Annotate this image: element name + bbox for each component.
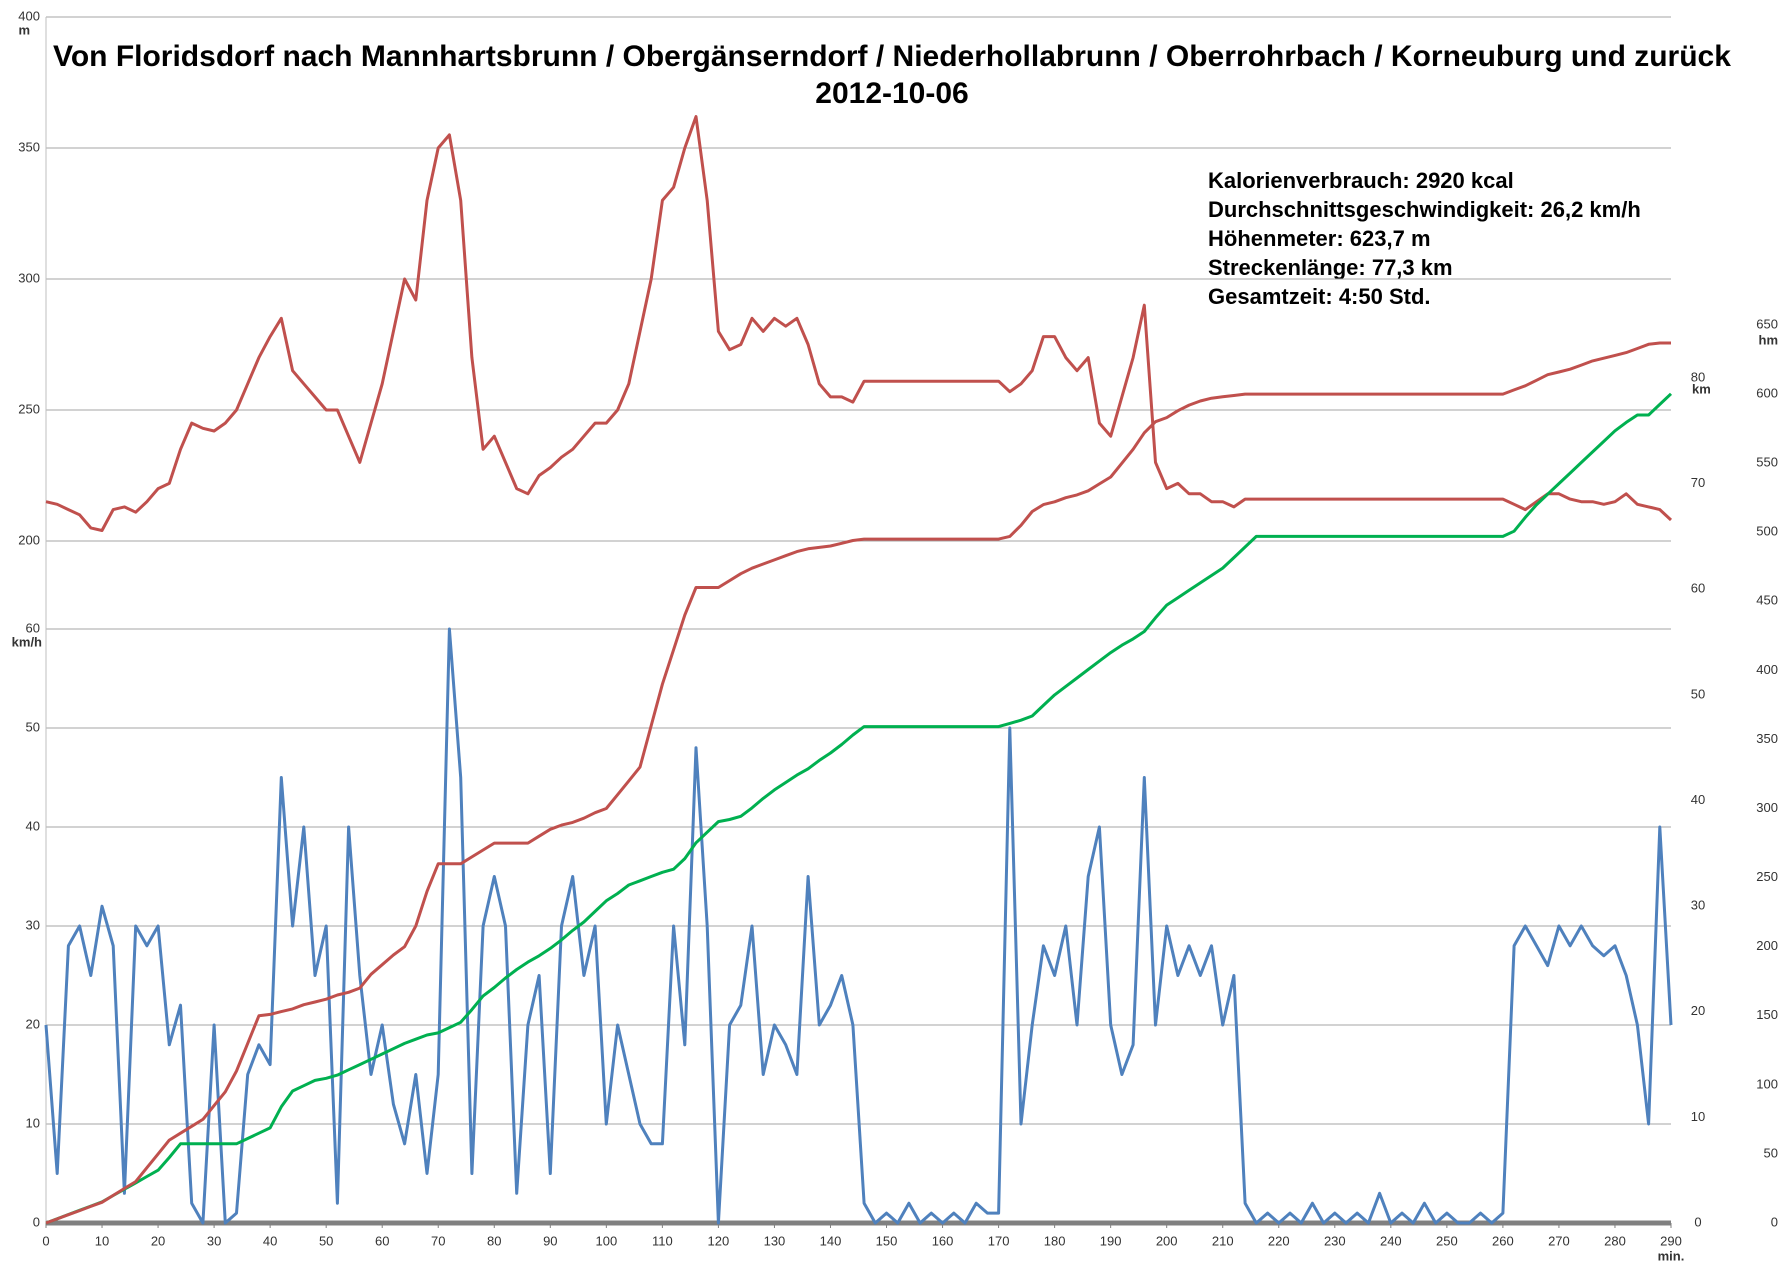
- y-tick-label: 350: [18, 139, 40, 154]
- y-tick-label: 300: [18, 270, 40, 285]
- stat-line: Gesamtzeit: 4:50 Std.: [1208, 284, 1431, 309]
- x-tick-label: 120: [708, 1233, 730, 1248]
- x-tick-label: 130: [764, 1233, 786, 1248]
- y-tick-label: 250: [18, 401, 40, 416]
- x-tick-label: 230: [1324, 1233, 1346, 1248]
- x-tick-label: 50: [319, 1233, 333, 1248]
- y-tick-label: 80: [1691, 369, 1705, 384]
- x-tick-label: 270: [1548, 1233, 1570, 1248]
- x-tick-label: 280: [1604, 1233, 1626, 1248]
- x-tick-label: 70: [431, 1233, 445, 1248]
- y-tick-label: 200: [1756, 938, 1778, 953]
- stat-line: Höhenmeter: 623,7 m: [1208, 226, 1431, 251]
- chart-subtitle: 2012-10-06: [815, 77, 968, 110]
- y-tick-label: 10: [1691, 1109, 1705, 1124]
- x-tick-label: 110: [652, 1233, 673, 1248]
- axis-unit: hm: [1759, 332, 1779, 347]
- y-tick-label: 500: [1756, 524, 1778, 539]
- y-tick-label: 10: [26, 1115, 40, 1130]
- x-tick-label: 160: [932, 1233, 954, 1248]
- x-tick-label: 0: [42, 1233, 49, 1248]
- x-tick-label: 20: [151, 1233, 165, 1248]
- x-tick-label: 150: [876, 1233, 898, 1248]
- stat-line: Durchschnittsgeschwindigkeit: 26,2 km/h: [1208, 197, 1641, 222]
- y-tick-label: 200: [18, 532, 40, 547]
- x-tick-label: 80: [487, 1233, 501, 1248]
- series-line: [45, 392, 1673, 1225]
- x-tick-label: 240: [1380, 1233, 1402, 1248]
- x-tick-label: 30: [207, 1233, 221, 1248]
- x-tick-label: 200: [1156, 1233, 1178, 1248]
- y-tick-label: 650: [1756, 316, 1778, 331]
- chart-title: Von Floridsdorf nach Mannhartsbrunn / Ob…: [53, 40, 1731, 73]
- y-tick-label: 400: [18, 8, 40, 23]
- y-tick-label: 150: [1756, 1007, 1778, 1022]
- y-tick-label: 600: [1756, 386, 1778, 401]
- series-line: [45, 341, 1671, 1225]
- y-tick-label: 50: [1691, 686, 1705, 701]
- x-tick-label: 210: [1212, 1233, 1234, 1248]
- y-tick-label: 0: [1694, 1214, 1701, 1229]
- x-tick-label: 60: [375, 1233, 389, 1248]
- y-tick-label: 60: [1691, 581, 1705, 596]
- y-tick-label: 0: [33, 1214, 40, 1229]
- y-tick-label: 30: [26, 917, 40, 932]
- series-line: [45, 115, 1673, 532]
- x-tick-label: 10: [95, 1233, 109, 1248]
- stats: Kalorienverbrauch: 2920 kcal Durchschnitt…: [1208, 168, 1641, 309]
- x-tick-label: 180: [1044, 1233, 1066, 1248]
- y-tick-label: 60: [26, 620, 40, 635]
- y-tick-label: 450: [1756, 593, 1778, 608]
- stat-line: Streckenlänge: 77,3 km: [1208, 255, 1453, 280]
- x-tick-label: 290: [1660, 1233, 1682, 1248]
- x-axis-label: min.: [1658, 1248, 1685, 1263]
- axis-unit: km/h: [12, 634, 42, 649]
- axis-unit: m: [18, 22, 30, 37]
- series-line: [44, 627, 1673, 1225]
- x-tick-label: 140: [820, 1233, 842, 1248]
- stat-line: Kalorienverbrauch: 2920 kcal: [1208, 168, 1514, 193]
- x-tick-label: 260: [1492, 1233, 1514, 1248]
- x-tick-label: 170: [988, 1233, 1010, 1248]
- y-tick-label: 350: [1756, 731, 1778, 746]
- x-tick-label: 190: [1100, 1233, 1122, 1248]
- y-tick-label: 50: [26, 719, 40, 734]
- x-tick-label: 250: [1436, 1233, 1458, 1248]
- y-tick-label: 250: [1756, 869, 1778, 884]
- x-tick-label: 100: [595, 1233, 617, 1248]
- y-tick-label: 100: [1756, 1076, 1778, 1091]
- y-tick-label: 70: [1691, 475, 1705, 490]
- y-tick-label: 50: [1764, 1145, 1778, 1160]
- x-tick-label: 220: [1268, 1233, 1290, 1248]
- y-tick-label: 0: [1771, 1214, 1778, 1229]
- y-tick-label: 300: [1756, 800, 1778, 815]
- axis-unit: km: [1692, 381, 1711, 396]
- y-tick-label: 400: [1756, 662, 1778, 677]
- y-tick-label: 20: [1691, 1003, 1705, 1018]
- x-tick-label: 40: [263, 1233, 277, 1248]
- y-tick-label: 40: [1691, 792, 1705, 807]
- y-tick-label: 30: [1691, 898, 1705, 913]
- y-tick-label: 550: [1756, 455, 1778, 470]
- y-tick-label: 40: [26, 818, 40, 833]
- y-tick-label: 20: [26, 1016, 40, 1031]
- x-tick-label: 90: [543, 1233, 557, 1248]
